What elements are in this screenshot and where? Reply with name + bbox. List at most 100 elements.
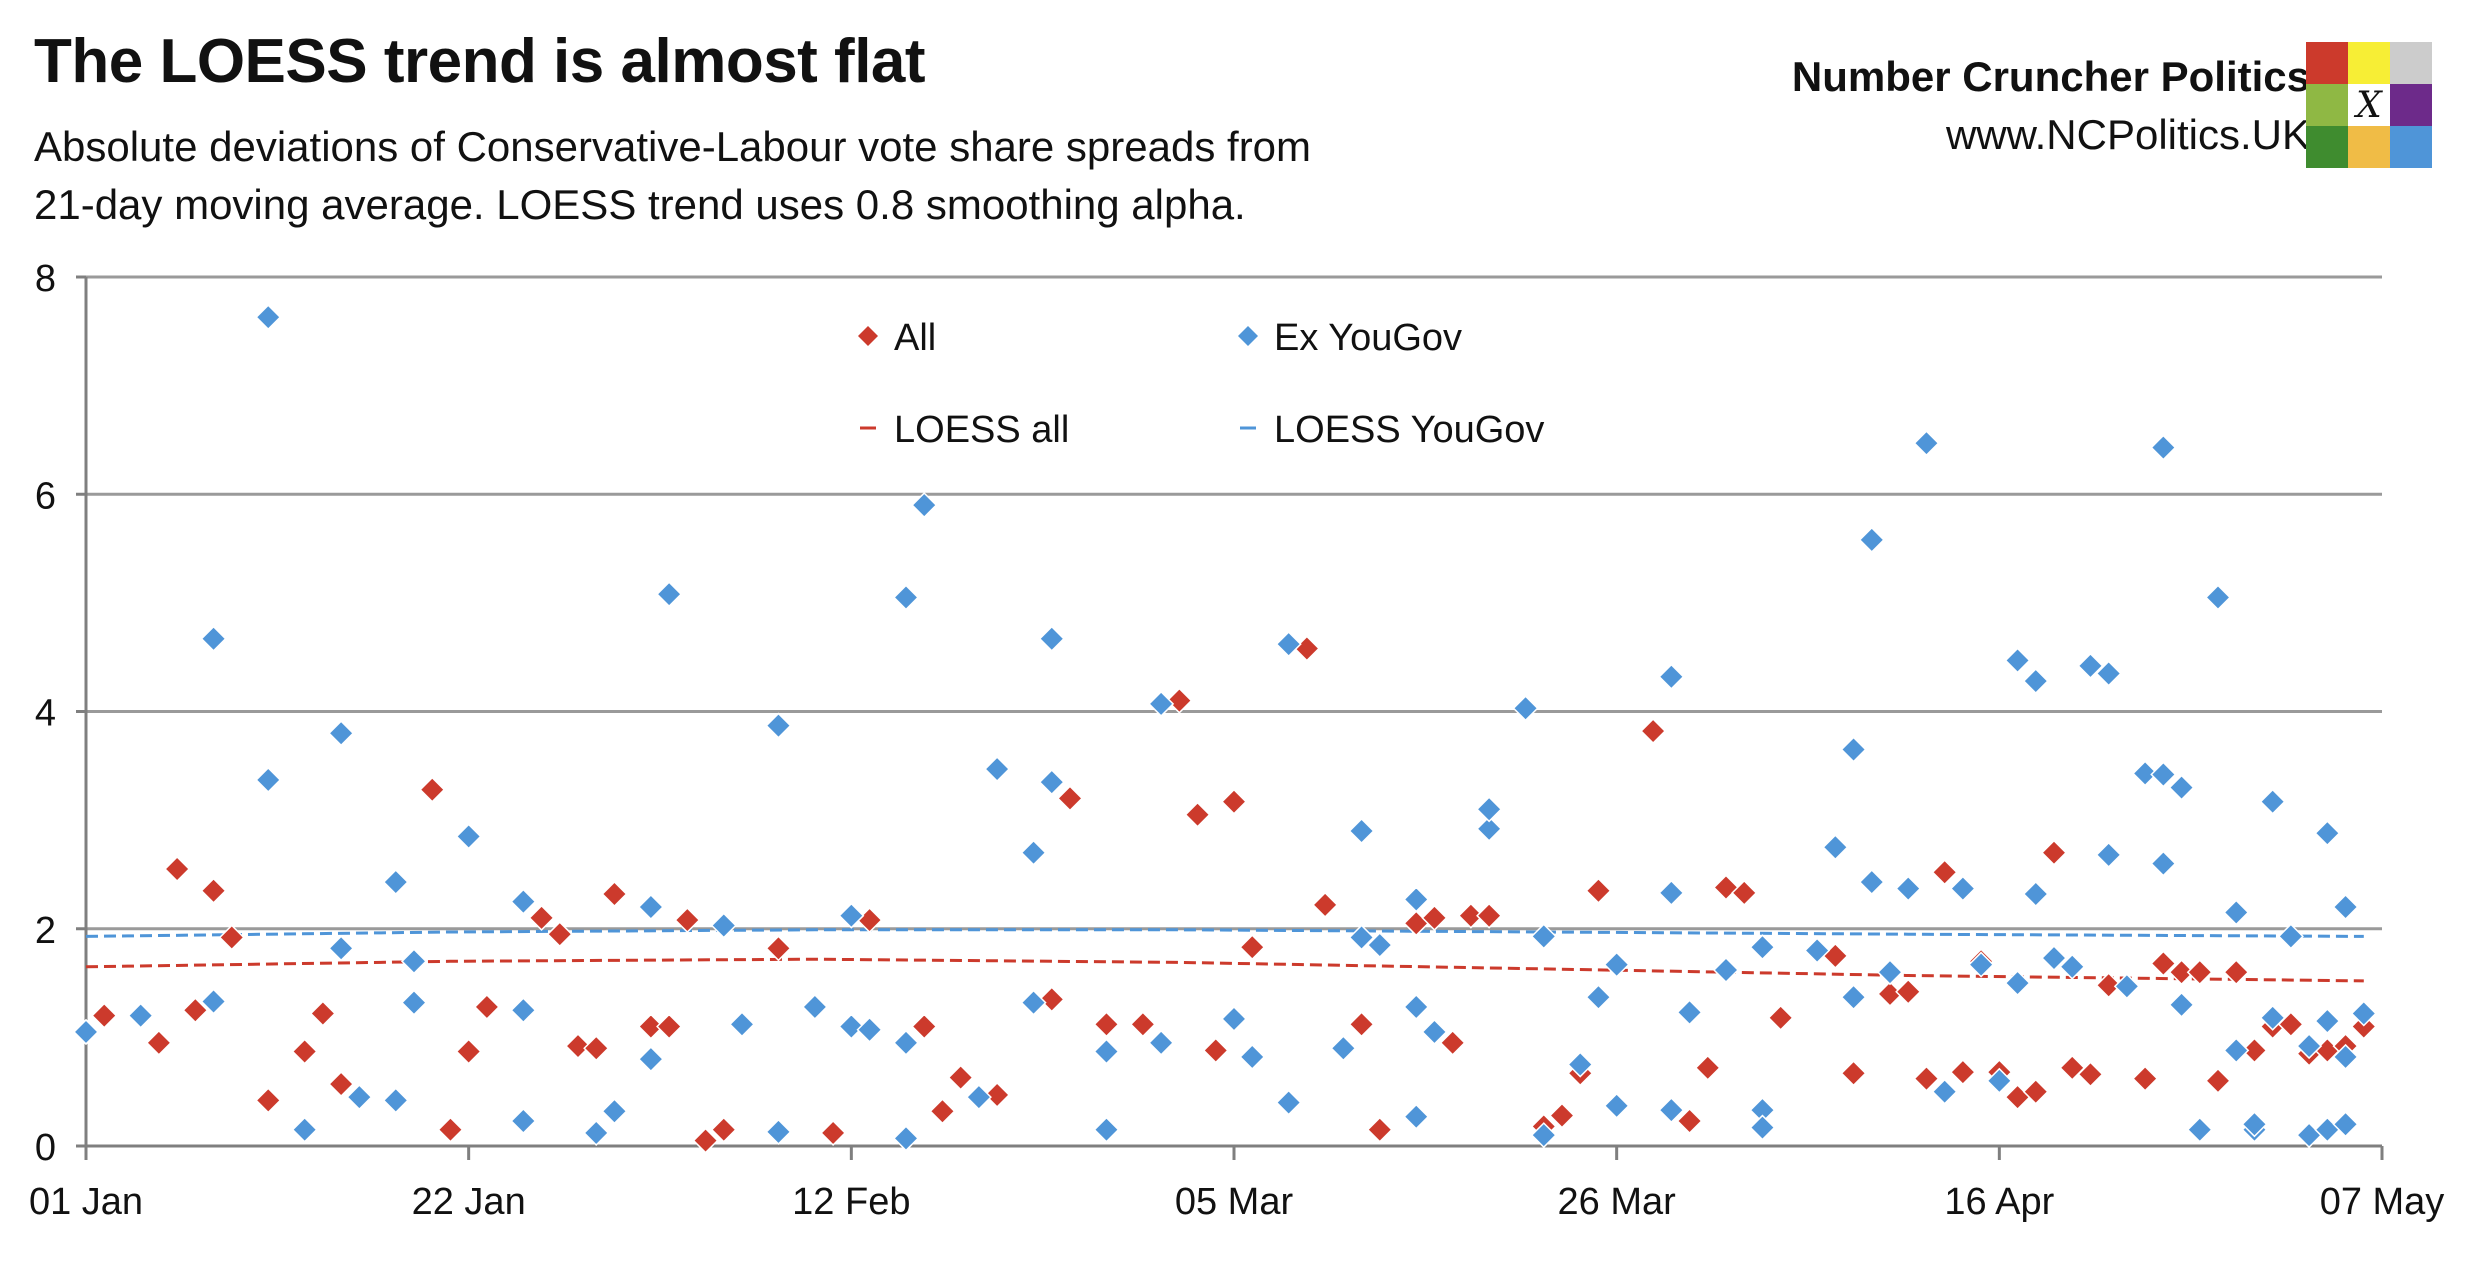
ex-yougov-point <box>1858 526 1885 553</box>
ex-yougov-point <box>2204 584 2232 611</box>
all-point <box>1694 1054 1721 1081</box>
ex-yougov-point <box>1348 924 1375 951</box>
all-point <box>1640 717 1667 745</box>
all-point <box>2186 959 2213 986</box>
ex-yougov-point <box>2022 668 2049 695</box>
x-tick-label: 05 Mar <box>1175 1181 1294 1223</box>
ex-yougov-point <box>1658 879 1685 906</box>
all-point <box>1293 635 1320 662</box>
ex-yougov-point <box>1403 1103 1430 1130</box>
ex-yougov-point <box>1530 1122 1557 1149</box>
ex-yougov-point <box>838 1013 865 1040</box>
ex-yougov-point <box>2223 899 2250 926</box>
all-point <box>2150 950 2177 977</box>
ex-yougov-point <box>1403 886 1430 913</box>
all-point <box>437 1116 464 1143</box>
y-tick-label: 8 <box>35 258 56 300</box>
all-point <box>1129 1011 1156 1038</box>
all-point <box>2223 959 2250 986</box>
y-tick-label: 6 <box>35 475 56 517</box>
logo-color-cell <box>2390 84 2432 126</box>
ex-yougov-point <box>1421 1018 1448 1046</box>
logo-color-cell <box>2390 126 2432 168</box>
legend-label: All <box>894 317 936 359</box>
ex-yougov-point <box>400 948 428 975</box>
ex-yougov-point <box>1676 999 1703 1026</box>
all-point <box>2077 1061 2104 1088</box>
brand-block: Number Cruncher Politics www.NCPolitics.… <box>1792 48 2310 164</box>
data-points <box>72 304 2377 1154</box>
all-point <box>765 935 792 962</box>
ex-yougov-point <box>1567 1051 1594 1078</box>
ex-yougov-point <box>2332 1043 2359 1070</box>
ex-yougov-point <box>510 1107 537 1135</box>
ex-yougov-point <box>892 584 920 611</box>
ex-yougov-point <box>1840 736 1867 763</box>
legend-label: LOESS all <box>894 409 1069 451</box>
ex-yougov-point <box>2150 761 2177 788</box>
ex-yougov-point <box>2223 1037 2250 1064</box>
ex-yougov-point <box>200 988 227 1015</box>
ex-yougov-point <box>911 492 938 519</box>
ex-yougov-point <box>965 1084 992 1111</box>
y-tick-label: 4 <box>35 693 56 735</box>
ex-yougov-point <box>1603 951 1630 978</box>
ex-yougov-point <box>1749 1114 1776 1141</box>
ex-yougov-point <box>255 766 282 793</box>
ex-yougov-point <box>801 993 828 1021</box>
ex-yougov-point <box>1512 695 1539 722</box>
ex-yougov-point <box>2150 434 2177 461</box>
ex-yougov-point <box>2186 1116 2213 1143</box>
ex-yougov-point <box>1530 923 1557 950</box>
ex-yougov-point <box>1968 951 1995 978</box>
all-point <box>528 904 555 931</box>
brand-url: www.NCPolitics.UK <box>1945 111 2310 158</box>
ex-yougov-point <box>2241 1111 2268 1138</box>
all-point <box>91 1002 118 1029</box>
ex-yougov-point <box>1148 690 1175 717</box>
x-tick-label: 16 Apr <box>1944 1181 2054 1223</box>
all-point <box>1312 891 1339 918</box>
axes: 0 2 4 6 8 01 Jan 22 Jan 12 Feb 05 Mar 26 Mar 16 Ap… <box>29 258 2444 1223</box>
ex-yougov-point <box>1275 1089 1302 1116</box>
all-point <box>710 1116 737 1143</box>
ex-yougov-point <box>1476 796 1503 823</box>
all-point <box>2132 1065 2159 1092</box>
all-point <box>984 1081 1011 1109</box>
ex-yougov-point <box>1020 839 1047 866</box>
ex-yougov-point <box>382 1087 409 1114</box>
ex-yougov-point <box>328 935 355 962</box>
all-point <box>1038 986 1065 1013</box>
all-point <box>1239 934 1266 961</box>
ex-yougov-point <box>1220 1005 1248 1032</box>
ex-yougov-point <box>2077 652 2104 679</box>
ex-yougov-point <box>1822 834 1849 861</box>
chart-title: The LOESS trend is almost flat <box>34 27 926 96</box>
ex-yougov-point <box>601 1098 628 1125</box>
all-point <box>2168 959 2195 986</box>
ex-yougov-point <box>2332 1111 2359 1138</box>
all-point <box>1913 1065 1940 1092</box>
all-point <box>1931 859 1958 886</box>
all-point <box>309 1000 336 1027</box>
all-point <box>1439 1029 1466 1056</box>
legend-label: LOESS YouGov <box>1274 409 1544 451</box>
all-point <box>1731 879 1758 906</box>
ex-yougov-point <box>765 712 792 739</box>
all-point <box>947 1064 974 1091</box>
logo-color-cell <box>2348 42 2390 84</box>
ex-yougov-point <box>637 893 664 921</box>
ex-yougov-point <box>710 912 737 939</box>
all-point <box>1093 1011 1120 1038</box>
ex-yougov-point <box>892 1029 920 1056</box>
loess-yougov-line <box>85 928 2364 938</box>
all-point <box>656 1013 683 1040</box>
all-point <box>601 880 628 908</box>
ex-yougov-point <box>2004 647 2031 674</box>
ex-yougov-point <box>1020 989 1047 1016</box>
ex-yougov-point <box>583 1119 610 1147</box>
ex-yougov-point <box>2314 820 2341 847</box>
all-point <box>455 1038 482 1065</box>
ex-yougov-point <box>856 1016 883 1043</box>
ex-yougov-point <box>1476 815 1503 842</box>
